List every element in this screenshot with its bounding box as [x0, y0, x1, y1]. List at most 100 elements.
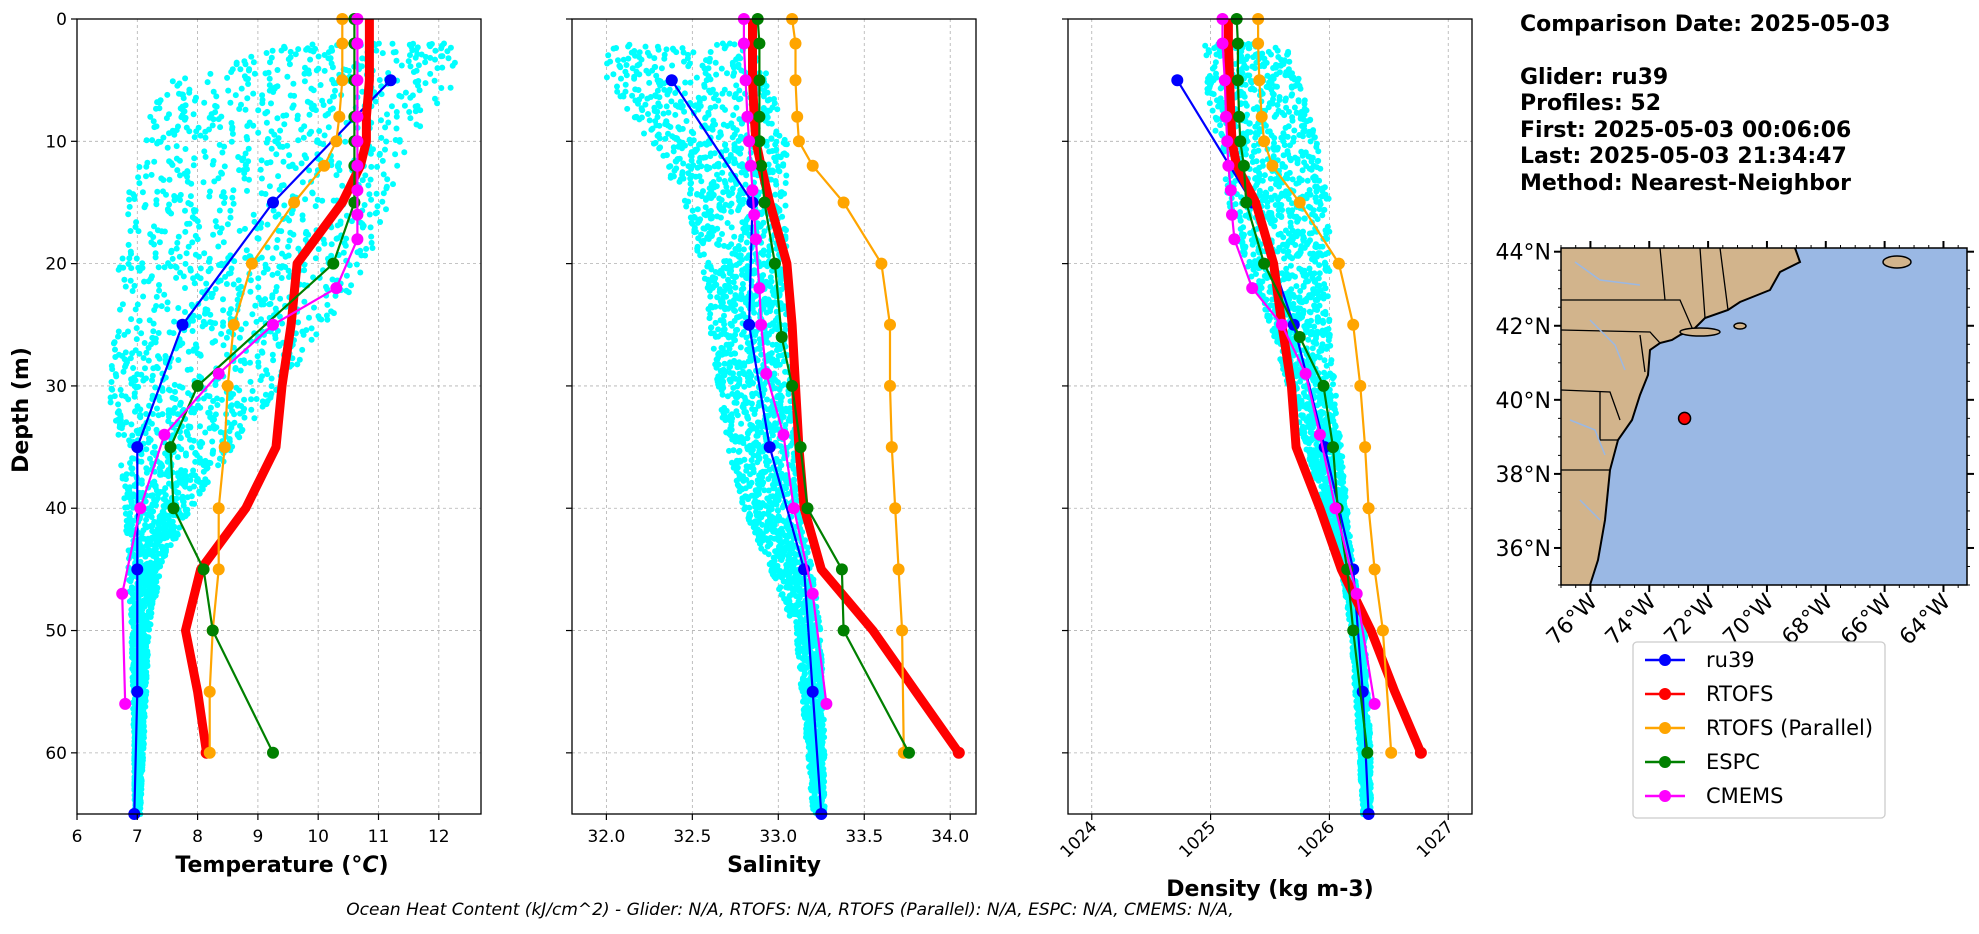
- scatter-point: [135, 228, 142, 235]
- scatter-point: [275, 140, 282, 147]
- scatter-point: [336, 160, 343, 167]
- scatter-point: [730, 124, 737, 131]
- scatter-point: [756, 540, 763, 547]
- scatter-point: [247, 288, 254, 295]
- scatter-point: [165, 260, 172, 267]
- y-tick-label: 50: [45, 622, 67, 642]
- scatter-point: [149, 137, 156, 144]
- scatter-point: [132, 306, 139, 313]
- scatter-point: [797, 609, 804, 616]
- scatter-point: [301, 282, 308, 288]
- scatter-point: [248, 396, 255, 403]
- scatter-point: [197, 265, 204, 272]
- scatter-point: [755, 345, 762, 352]
- scatter-point: [327, 106, 334, 113]
- scatter-point: [249, 311, 256, 318]
- scatter-point: [733, 262, 740, 268]
- scatter-point: [383, 138, 390, 145]
- scatter-point: [406, 41, 413, 48]
- scatter-point: [290, 80, 297, 87]
- scatter-point: [302, 64, 308, 71]
- scatter-point: [312, 45, 319, 52]
- scatter-point: [284, 73, 291, 80]
- scatter-point: [721, 86, 728, 93]
- scatter-point: [145, 608, 152, 615]
- scatter-point: [655, 131, 662, 138]
- scatter-point: [412, 79, 419, 85]
- scatter-point: [108, 379, 115, 385]
- scatter-point: [140, 293, 147, 300]
- scatter-point: [280, 158, 287, 165]
- scatter-point: [333, 172, 340, 179]
- scatter-point: [635, 87, 642, 93]
- scatter-point: [257, 166, 264, 173]
- scatter-point: [378, 134, 385, 141]
- scatter-point: [283, 112, 290, 119]
- scatter-point: [707, 89, 714, 96]
- scatter-point: [328, 241, 335, 248]
- scatter-point: [169, 127, 176, 134]
- scatter-point: [146, 402, 153, 409]
- scatter-point: [236, 227, 243, 234]
- scatter-point: [432, 47, 439, 54]
- scatter-point: [716, 195, 723, 202]
- scatter-point: [678, 142, 685, 149]
- scatter-point: [123, 357, 130, 364]
- scatter-point: [299, 179, 306, 186]
- scatter-point: [210, 422, 217, 429]
- scatter-point: [328, 60, 335, 67]
- scatter-point: [380, 190, 387, 197]
- scatter-point: [636, 49, 643, 56]
- scatter-point: [407, 115, 414, 122]
- scatter-point: [201, 481, 208, 488]
- scatter-point: [108, 385, 115, 392]
- scatter-point: [603, 74, 610, 81]
- scatter-point: [273, 244, 280, 251]
- scatter-point: [645, 111, 651, 117]
- scatter-point: [143, 349, 150, 356]
- scatter-point: [672, 90, 679, 96]
- scatter-point: [710, 191, 717, 198]
- scatter-point: [127, 277, 134, 284]
- scatter-point: [163, 542, 170, 549]
- scatter-point: [719, 391, 726, 398]
- scatter-point: [111, 339, 118, 346]
- scatter-point: [223, 334, 230, 341]
- scatter-point: [148, 420, 155, 427]
- scatter-point: [107, 394, 114, 401]
- scatter-point: [266, 87, 273, 94]
- scatter-point: [117, 306, 123, 313]
- scatter-point: [178, 446, 185, 453]
- scatter-point: [819, 722, 826, 729]
- scatter-point: [169, 255, 176, 262]
- scatter-point: [253, 396, 260, 402]
- scatter-point: [145, 439, 152, 446]
- series-point: [227, 318, 240, 331]
- scatter-point: [286, 61, 293, 68]
- scatter-point: [191, 280, 198, 287]
- scatter-point: [390, 49, 397, 56]
- scatter-point: [737, 55, 744, 62]
- scatter-point: [374, 209, 380, 216]
- scatter-point: [662, 121, 669, 128]
- scatter-point: [343, 272, 350, 279]
- scatter-point: [153, 303, 160, 309]
- scatter-point: [287, 48, 294, 55]
- scatter-point: [292, 165, 299, 172]
- scatter-point: [372, 98, 379, 105]
- scatter-point: [687, 152, 694, 159]
- scatter-point: [237, 66, 244, 73]
- scatter-point: [264, 244, 271, 251]
- scatter-point: [724, 70, 730, 77]
- scatter-point: [376, 150, 383, 157]
- scatter-point: [142, 642, 148, 648]
- series-point: [351, 110, 364, 123]
- scatter-point: [202, 476, 209, 483]
- scatter-point: [158, 228, 165, 235]
- scatter-point: [143, 446, 150, 453]
- scatter-point: [194, 273, 201, 280]
- scatter-point: [739, 281, 746, 287]
- scatter-point: [795, 650, 802, 657]
- scatter-point: [644, 95, 651, 102]
- scatter-point: [638, 93, 645, 99]
